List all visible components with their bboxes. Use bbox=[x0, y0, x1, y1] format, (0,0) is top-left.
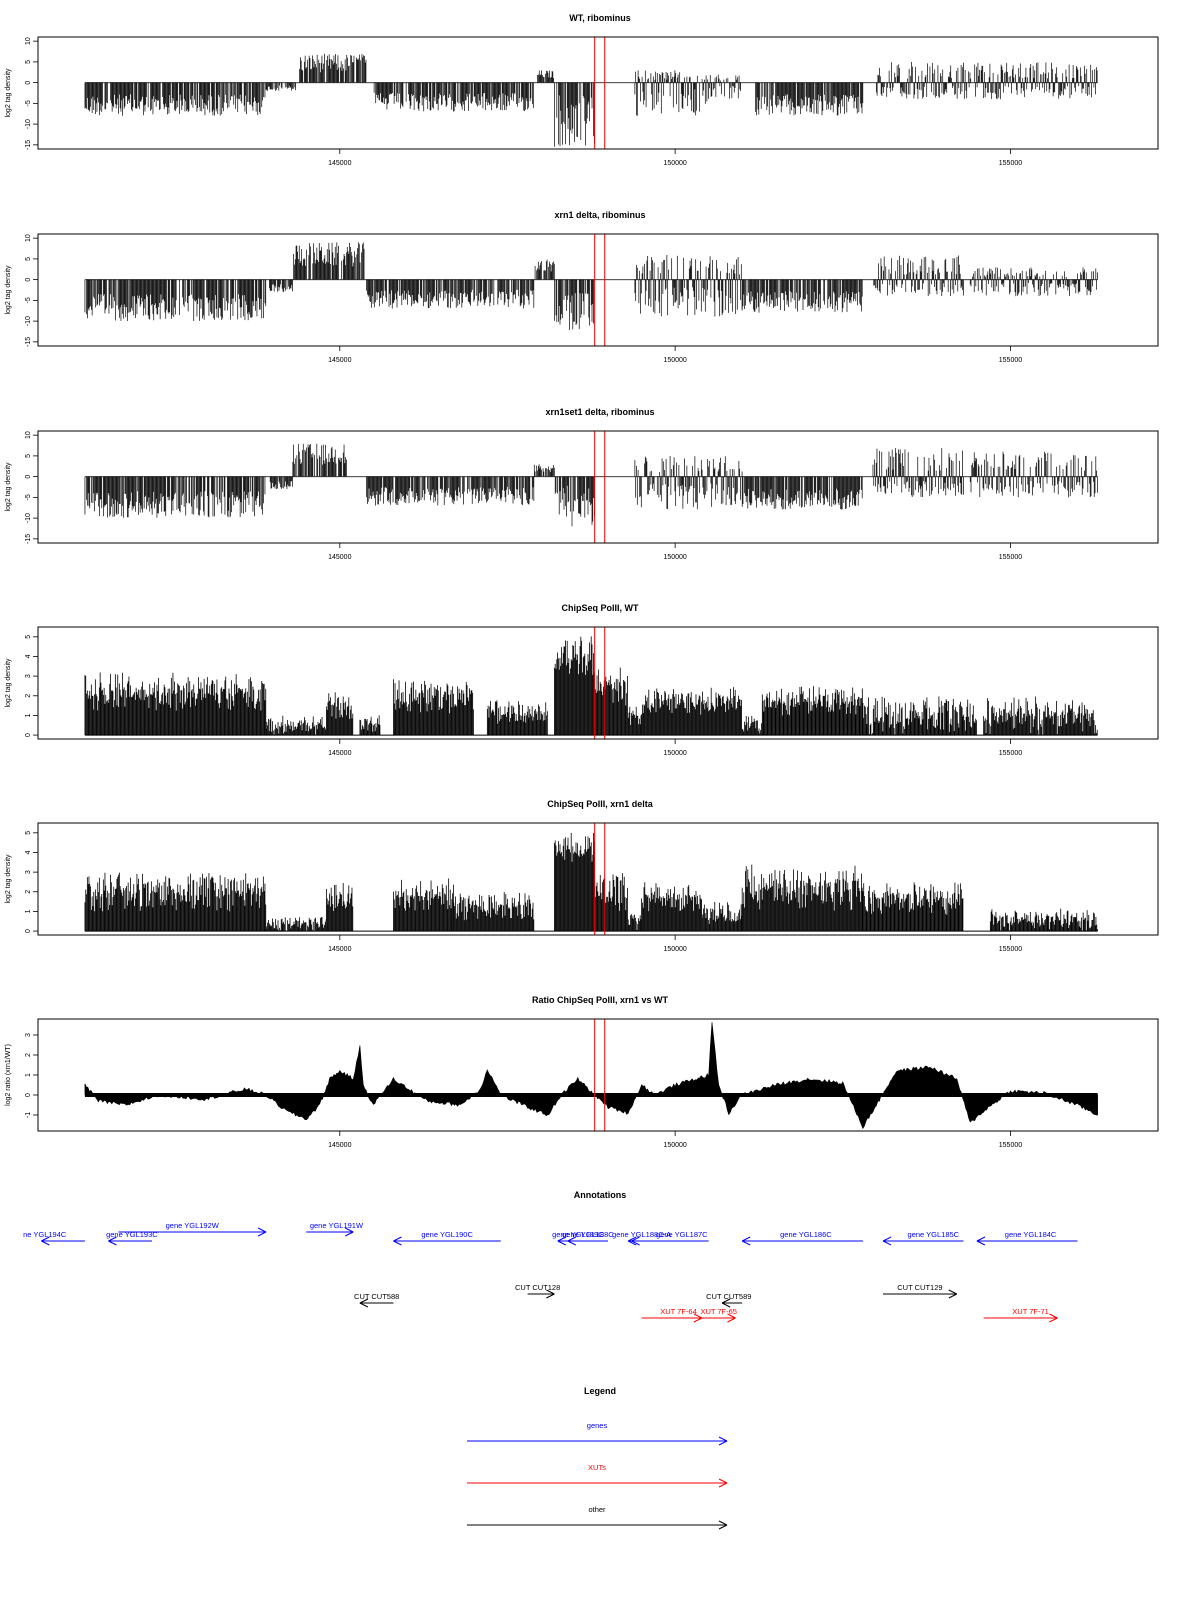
panel-title: xrn1set1 delta, ribominus bbox=[545, 407, 654, 417]
panel-1: WT, ribominus log2 tag density 10 5 0 -5 -10 -1… bbox=[5, 13, 1159, 167]
y-tick-label: 0 bbox=[25, 733, 32, 737]
y-tick-label: 5 bbox=[25, 60, 32, 64]
y-tick-label: -15 bbox=[25, 337, 32, 347]
plot-frame bbox=[37, 626, 1159, 740]
y-tick-label: -15 bbox=[25, 140, 32, 150]
y-tick-label: 5 bbox=[25, 454, 32, 458]
series-marks bbox=[84, 242, 1098, 331]
panel-3: xrn1set1 delta, ribominus log2 tag densit… bbox=[5, 407, 1159, 561]
panel-title: ChipSeq PolII, WT bbox=[562, 603, 639, 613]
x-tick-label: 155000 bbox=[999, 357, 1022, 364]
panel-title: xrn1 delta, ribominus bbox=[554, 210, 645, 220]
panel-4: ChipSeq PolII, WT log2 tag density 5 4 3 2 1 0 1… bbox=[5, 603, 1159, 757]
x-tick-label: 150000 bbox=[663, 160, 686, 167]
y-tick-label: -5 bbox=[25, 494, 32, 500]
series-marks bbox=[84, 443, 1098, 527]
y-tick-label: 5 bbox=[25, 257, 32, 261]
x-tick-label: 155000 bbox=[999, 750, 1022, 757]
y-tick-label: 10 bbox=[25, 37, 32, 45]
panel-2: xrn1 delta, ribominus log2 tag density 10 5… bbox=[5, 210, 1159, 364]
series-marks bbox=[84, 832, 1098, 932]
x-tick-label: 150000 bbox=[663, 357, 686, 364]
y-tick-label: 0 bbox=[25, 278, 32, 282]
plot-frame bbox=[37, 430, 1159, 544]
y-tick-label: 4 bbox=[25, 654, 32, 658]
x-tick-label: 145000 bbox=[328, 750, 351, 757]
plot-frame bbox=[37, 233, 1159, 347]
panel-title: ChipSeq PolII, xrn1 delta bbox=[547, 799, 654, 809]
y-tick-label: -5 bbox=[25, 297, 32, 303]
y-tick-label: 3 bbox=[25, 674, 32, 678]
y-axis-label: log2 tag density bbox=[5, 658, 12, 708]
panel-title: WT, ribominus bbox=[569, 13, 631, 23]
x-tick-label: 155000 bbox=[999, 554, 1022, 561]
y-tick-label: 2 bbox=[25, 694, 32, 698]
y-tick-label: -5 bbox=[25, 100, 32, 106]
y-tick-label: -15 bbox=[25, 534, 32, 544]
x-tick-label: 155000 bbox=[999, 160, 1022, 167]
y-tick-label: 1 bbox=[25, 713, 32, 717]
x-tick-label: 150000 bbox=[663, 554, 686, 561]
x-tick-label: 145000 bbox=[328, 160, 351, 167]
series-marks bbox=[84, 53, 1098, 147]
panel-5: ChipSeq PolII, xrn1 delta log2 tag densit… bbox=[5, 799, 1159, 953]
y-tick-label: 10 bbox=[25, 431, 32, 439]
x-tick-label: 145000 bbox=[328, 554, 351, 561]
y-axis-label: log2 tag density bbox=[5, 462, 12, 512]
y-tick-label: 0 bbox=[25, 475, 32, 479]
y-axis-label: log2 tag density bbox=[5, 854, 12, 904]
x-tick-label: 150000 bbox=[663, 750, 686, 757]
y-axis-label: log2 tag density bbox=[5, 265, 12, 315]
x-tick-label: 145000 bbox=[328, 357, 351, 364]
y-tick-label: 0 bbox=[25, 81, 32, 85]
series-marks bbox=[84, 636, 1098, 736]
y-tick-label: -10 bbox=[25, 513, 32, 523]
y-tick-label: -10 bbox=[25, 316, 32, 326]
y-tick-label: 5 bbox=[25, 635, 32, 639]
y-axis-label: log2 tag density bbox=[5, 68, 12, 118]
plot-frame bbox=[37, 36, 1159, 150]
y-tick-label: -10 bbox=[25, 119, 32, 129]
y-tick-label: 10 bbox=[25, 234, 32, 242]
